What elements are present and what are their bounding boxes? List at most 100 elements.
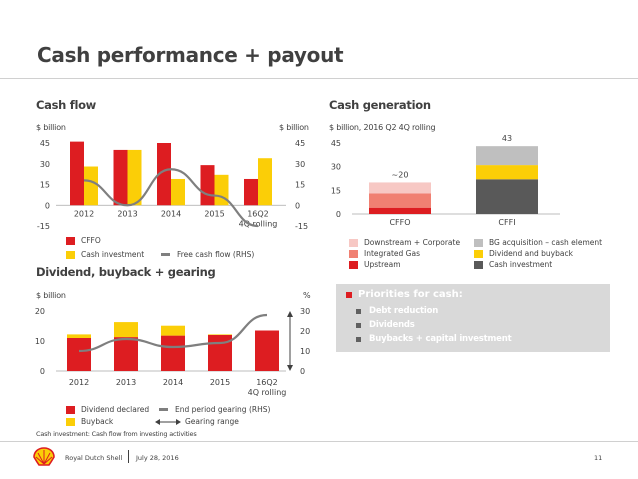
dividend-y2tick: 10 xyxy=(300,347,310,356)
buyback-bar xyxy=(208,334,232,335)
gearing-line xyxy=(78,313,268,353)
cash-flow-title: Cash flow xyxy=(36,98,97,112)
priorities-title: Priorities for cash: xyxy=(346,289,463,300)
dividend-y2tick: 20 xyxy=(300,327,310,336)
cash-investment-bar xyxy=(127,149,142,206)
legend-cffo: CFFO xyxy=(66,236,101,245)
cffo-bar xyxy=(70,141,84,206)
cash-flow-category-label: 2013 xyxy=(117,209,137,218)
cash-generation-ytick: 30 xyxy=(331,163,341,172)
cffo-bar xyxy=(157,143,171,206)
dividend-y2tick: 0 xyxy=(300,367,305,376)
cash-investment-segment xyxy=(476,179,538,214)
cash-flow-ytick: 0 xyxy=(45,201,50,210)
legend-swatch-cash-investment xyxy=(66,250,75,259)
integrated-gas-segment xyxy=(369,193,431,208)
cash-flow-ytick: 15 xyxy=(40,181,50,190)
page-title: Cash performance + payout xyxy=(37,43,344,67)
gearing-range-arrow-head xyxy=(287,365,293,371)
dividend-buyback-segment xyxy=(476,165,538,180)
buyback-bar xyxy=(114,322,138,338)
dividend-y2label: % xyxy=(303,291,311,300)
cash-generation-total-label: 43 xyxy=(502,134,512,143)
cash-generation-total-label: ~20 xyxy=(392,170,409,179)
priorities-panel: Priorities for cash: Debt reduction Divi… xyxy=(336,284,610,352)
dividend-bar xyxy=(67,338,91,371)
dividend-category-label: 2014 xyxy=(163,378,183,387)
cash-flow-y2tick: -15 xyxy=(295,222,308,231)
legend-cash-investment: Cash investment xyxy=(66,250,144,259)
dividend-category-label: 2015 xyxy=(210,378,230,387)
cash-generation-category-label: CFFI xyxy=(498,218,515,227)
cash-flow-category-label: 2015 xyxy=(204,209,224,218)
buyback-bar xyxy=(67,334,91,338)
cash-flow-y2tick: 0 xyxy=(295,201,300,210)
legend-swatch-cffo xyxy=(66,236,75,245)
cash-generation-title: Cash generation xyxy=(329,98,431,112)
cash-flow-y2tick: 45 xyxy=(295,139,305,148)
cash-investment-bar xyxy=(84,166,98,206)
legend-swatch-fcf xyxy=(161,253,170,256)
page-number: 11 xyxy=(594,454,603,462)
cffo-bar xyxy=(244,178,258,206)
dividend-ytick: 20 xyxy=(35,307,45,316)
legend-cash-investment-gen: Cash investment xyxy=(474,260,552,269)
cash-flow-ytick: 45 xyxy=(40,139,50,148)
cash-investment-bar xyxy=(258,158,272,206)
legend-fcf: Free cash flow (RHS) xyxy=(161,250,254,259)
dividend-category-label: 2013 xyxy=(116,378,136,387)
dividend-category-label: 16Q2 xyxy=(256,378,278,387)
footer-divider xyxy=(0,441,638,442)
cash-flow-category-label: 2014 xyxy=(161,209,181,218)
upstream-segment xyxy=(369,207,431,214)
cffo-bar xyxy=(200,165,215,206)
bg-acquisition-segment xyxy=(476,146,538,166)
dividend-category-label: 2012 xyxy=(69,378,89,387)
cash-generation-ylabel: $ billion, 2016 Q2 4Q rolling xyxy=(329,123,436,132)
legend-downstream: Downstream + Corporate xyxy=(349,238,460,247)
cash-flow-ytick: -15 xyxy=(37,222,50,231)
cash-flow-y2tick: 30 xyxy=(295,160,305,169)
cash-generation-ytick: 15 xyxy=(331,186,341,195)
dividend-ylabel: $ billion xyxy=(36,291,66,300)
legend-buyback: Buyback xyxy=(66,417,113,426)
legend-bg-acquisition: BG acquisition – cash element xyxy=(474,238,602,247)
dividend-ytick: 10 xyxy=(35,337,45,346)
cash-flow-ytick: 30 xyxy=(40,160,50,169)
cash-flow-ylabel: $ billion xyxy=(36,123,66,132)
dividend-category-label: 4Q rolling xyxy=(248,388,287,397)
dividend-bar xyxy=(114,337,138,371)
priority-item: Debt reduction xyxy=(356,306,438,316)
dividend-ytick: 0 xyxy=(40,367,45,376)
legend-dividend-buyback: Dividend and buyback xyxy=(474,249,573,258)
footer-date: July 28, 2016 xyxy=(136,454,179,462)
free-cash-flow-line xyxy=(83,168,259,228)
footer-company: Royal Dutch Shell xyxy=(65,454,123,462)
legend-integrated-gas: Integrated Gas xyxy=(349,249,420,258)
priority-item: Buybacks + capital investment xyxy=(356,334,512,344)
bullet-icon xyxy=(356,322,361,328)
legend-gearing-range: Gearing range xyxy=(155,417,239,426)
dividend-bar xyxy=(255,330,279,371)
cash-flow-y2tick: 15 xyxy=(295,181,305,190)
bullet-icon xyxy=(356,336,361,342)
cash-flow-category-label: 4Q rolling xyxy=(239,219,278,228)
cash-flow-category-label: 2012 xyxy=(74,209,94,218)
dividend-y2tick: 30 xyxy=(300,307,310,316)
cash-investment-bar xyxy=(171,178,185,206)
buyback-bar xyxy=(161,325,185,336)
double-arrow-icon xyxy=(155,418,181,425)
legend-upstream: Upstream xyxy=(349,260,401,269)
priority-item: Dividends xyxy=(356,320,415,330)
legend-dividend-declared: Dividend declared xyxy=(66,405,149,414)
footer-separator xyxy=(128,450,129,463)
dividend-title: Dividend, buyback + gearing xyxy=(36,265,216,279)
cash-generation-ytick: 0 xyxy=(336,210,341,219)
dividend-bar xyxy=(161,335,185,371)
title-divider xyxy=(0,78,638,79)
bullet-icon xyxy=(356,308,361,314)
gearing-range-arrow-head xyxy=(287,311,293,317)
legend-gearing: End period gearing (RHS) xyxy=(159,405,270,414)
downstream-segment xyxy=(369,182,431,194)
cash-flow-category-label: 16Q2 xyxy=(247,209,269,218)
